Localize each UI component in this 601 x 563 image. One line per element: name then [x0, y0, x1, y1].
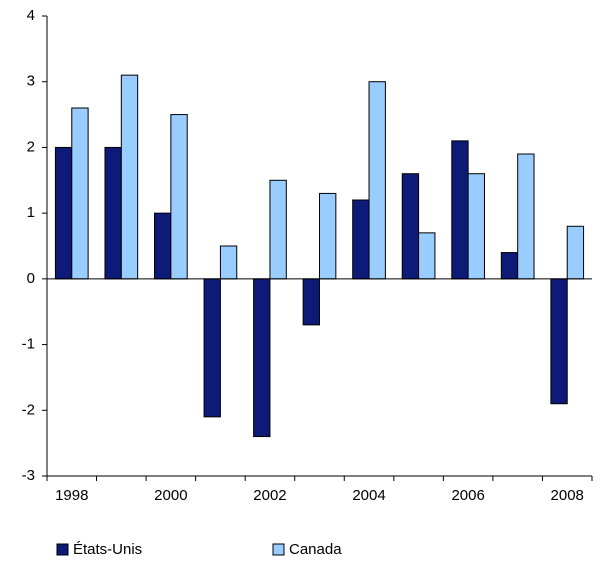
x-tick-label: 2000 [154, 487, 187, 504]
bar [269, 179, 287, 280]
bar [219, 245, 238, 280]
bar [500, 252, 519, 280]
y-tick-label: -1 [22, 336, 35, 353]
y-tick-label: 3 [27, 73, 35, 90]
y-tick-label: 4 [27, 7, 35, 24]
bar [467, 173, 485, 280]
x-tick-label: 1998 [55, 487, 88, 504]
x-tick-label: 2006 [451, 487, 484, 504]
bar [566, 225, 585, 280]
bar [71, 107, 89, 280]
y-tick-label: -3 [22, 467, 35, 484]
legend-swatch [272, 543, 285, 556]
bar [302, 278, 320, 326]
y-tick-label: 0 [27, 270, 35, 287]
x-tick-label: 2004 [352, 487, 385, 504]
bar [401, 173, 420, 280]
bar [352, 199, 370, 280]
legend-label: États-Unis [73, 541, 142, 558]
bar [319, 192, 337, 280]
bar [154, 212, 172, 280]
bar [418, 232, 436, 280]
bar [368, 81, 386, 280]
bar [104, 146, 122, 280]
x-tick-label: 2002 [253, 487, 286, 504]
bar [451, 140, 469, 280]
bar [170, 114, 188, 280]
bar [550, 278, 568, 405]
bar [54, 146, 73, 280]
bar [203, 278, 221, 418]
bar [253, 278, 271, 438]
y-tick-label: 2 [27, 138, 35, 155]
legend-label: Canada [289, 541, 342, 558]
bar [120, 74, 139, 280]
y-tick-label: 1 [27, 204, 35, 221]
x-tick-label: 2008 [551, 487, 584, 504]
legend-swatch [56, 543, 69, 556]
y-tick-label: -2 [22, 401, 35, 418]
bar [517, 153, 535, 280]
